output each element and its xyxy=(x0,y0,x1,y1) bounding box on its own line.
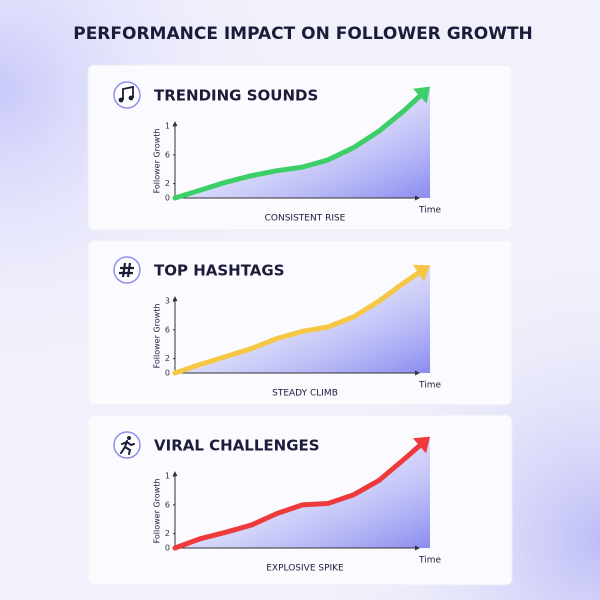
x-axis-label: Time xyxy=(418,206,441,216)
card-title: TOP HASHTAGS xyxy=(154,262,285,280)
icon-music xyxy=(122,85,134,100)
icon-runner xyxy=(127,436,131,440)
caption: CONSISTENT RISE xyxy=(265,214,346,224)
arrowhead xyxy=(412,86,430,104)
y-tick-label: 0 xyxy=(165,194,170,203)
x-axis-label: Time xyxy=(418,381,441,391)
y-axis-arrow xyxy=(172,121,178,127)
y-tick-label: 6 xyxy=(165,150,170,159)
y-tick-label: 2 xyxy=(165,179,170,188)
area xyxy=(175,86,430,198)
y-tick-label: 0 xyxy=(165,544,170,553)
icon xyxy=(119,262,134,278)
x-axis-arrow xyxy=(415,195,420,201)
icon-badge xyxy=(113,256,141,284)
caption: EXPLOSIVE SPIKE xyxy=(266,564,344,574)
icon-hashtag xyxy=(119,262,134,278)
y-tick-label: 6 xyxy=(165,500,170,509)
y-axis-label: Follower Growth xyxy=(153,479,162,544)
arrowhead xyxy=(412,264,430,282)
icon xyxy=(120,436,135,455)
growth-line xyxy=(172,270,421,376)
y-tick-label: 2 xyxy=(165,529,170,538)
y-axis-label: Follower Growth xyxy=(153,304,162,369)
x-axis-arrow xyxy=(415,370,420,376)
x-axis-label: Time xyxy=(418,556,441,566)
arrowhead xyxy=(412,436,430,454)
y-axis-label: Follower Growth xyxy=(153,129,162,194)
icon-music xyxy=(128,95,134,101)
icon-music xyxy=(118,97,124,103)
icon-badge xyxy=(113,81,141,109)
y-tick-label: 1 xyxy=(165,122,170,131)
card-title: TRENDING SOUNDS xyxy=(154,87,318,105)
icon xyxy=(118,85,134,103)
growth-line xyxy=(172,93,423,201)
area xyxy=(175,436,430,548)
icon-runner xyxy=(120,440,135,455)
y-axis-arrow xyxy=(172,296,178,302)
y-tick-label: 6 xyxy=(165,325,170,334)
page-title: PERFORMANCE IMPACT ON FOLLOWER GROWTH xyxy=(73,24,533,44)
y-tick-label: 3 xyxy=(165,297,170,306)
y-axis-arrow xyxy=(172,471,178,477)
icon-badge xyxy=(113,431,141,459)
area xyxy=(175,265,430,373)
card-title: VIRAL CHALLENGES xyxy=(154,437,320,455)
x-axis-arrow xyxy=(415,545,420,551)
y-tick-label: 1 xyxy=(165,472,170,481)
caption: STEADY CLIMB xyxy=(272,389,338,399)
y-tick-label: 2 xyxy=(165,354,170,363)
y-tick-label: 0 xyxy=(165,369,170,378)
growth-line xyxy=(172,443,422,551)
